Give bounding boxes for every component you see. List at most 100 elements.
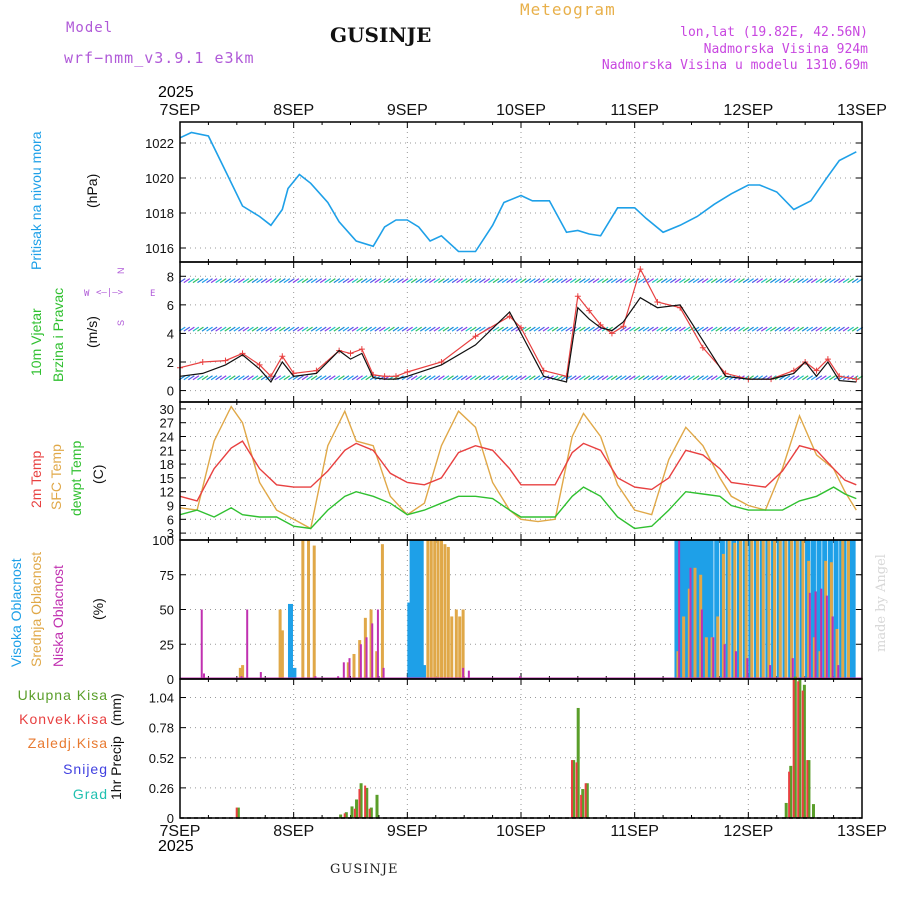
mid-cloud-bar [443,544,447,679]
wind-direction-barb [465,375,473,381]
wind-direction-barb [683,278,691,284]
y-tick-label: 6 [167,512,174,527]
wind-direction-barb [369,278,377,284]
wind-direction-barb [251,278,259,284]
wind-direction-barb [606,278,613,284]
mid-cloud-bar [676,651,680,679]
wind-direction-barb [433,375,441,381]
wind-direction-barb [815,375,823,381]
wind-direction-barb [529,278,536,284]
x-tick-label-top: 9SEP [387,102,428,119]
wind-direction-barb [729,326,736,332]
wind-direction-barb [206,278,213,284]
conv-precip-bar [368,808,371,818]
total-precip-bar [355,799,359,818]
wind-direction-barb [747,278,754,284]
wind-direction-barb [406,326,413,332]
wind-direction-barb [260,278,268,284]
mid-cloud-bar [238,667,242,679]
wind-direction-barb [838,278,845,284]
wind-direction-barb [283,375,291,381]
wind-direction-barb [674,375,682,381]
wind-direction-barb [847,326,854,332]
high-cloud-bar [816,540,822,679]
wind-direction-barb [710,326,718,332]
wind-direction-barb [688,375,695,381]
y-tick-label: 0 [167,811,174,826]
wind-direction-barb [429,278,436,284]
wind-direction-barb [306,375,313,381]
wind-direction-barb [656,278,664,284]
low-cloud-bar [734,651,737,679]
wind-direction-barb [847,278,854,284]
conv-precip-bar [343,813,346,818]
wind-direction-barb [347,375,354,381]
wind-gust-marker [608,330,615,337]
wind-direction-barb [429,375,436,381]
wind-direction-barb [538,278,545,284]
wind-direction-barb [651,375,659,381]
y-tick-label: 4 [167,326,174,341]
wind-direction-barb [751,278,759,284]
wind-direction-barb [601,375,609,381]
wind-direction-barb [824,326,832,332]
low-cloud-bar [246,609,249,679]
y-tick-label: 30 [160,402,174,417]
wind-gust-marker [438,359,445,365]
wind-direction-barb [215,326,222,332]
wind-direction-barb [747,326,754,332]
wind-direction-barb [706,375,714,381]
mid-cloud-bar [812,637,816,679]
wind-direction-barb [633,375,641,381]
mid-cloud-bar [716,616,720,679]
wind-direction-barb [356,278,363,284]
conv-precip-bar [571,760,574,818]
mid-cloud-bar [363,617,367,679]
wind-direction-barb [397,326,404,332]
wind-direction-barb [706,326,714,332]
mid-cloud-bar [454,609,458,679]
y-tick-label: 6 [167,298,174,313]
high-cloud-bar [677,540,683,679]
year-top: 2025 [158,84,194,101]
wind-direction-barb [656,375,664,381]
wind-gust-marker [199,359,206,365]
mid-cloud-bar [767,540,771,679]
wind-direction-barb [669,326,677,332]
mid-cloud-bar [301,540,305,679]
mid-cloud-bar [346,662,350,679]
legend-snow: Snijeg [63,761,108,777]
wind-direction-barb [583,326,591,332]
wind-direction-barb [783,375,791,381]
y-tick-label: 21 [160,443,174,458]
wind-direction-barb [829,326,836,332]
dewpt-temp-line [179,486,857,530]
sfc-temp-line [179,405,857,530]
wind-gust-marker [392,373,399,380]
wind-direction-barb [824,278,832,284]
x-tick-label-top: 13SEP [837,102,887,119]
x-tick-label-bottom: 10SEP [496,823,546,840]
mid-cloud-bar [461,609,465,679]
mid-cloud-bar [778,540,782,679]
wind-direction-barb [283,278,291,284]
mid-cloud-bar [784,540,788,679]
y-tick-label: 1018 [145,206,174,221]
compass-arrows-icon: <—|—> [96,288,124,298]
wind-direction-barb [197,278,204,284]
wind-direction-barb [238,278,245,284]
wind-direction-barb [697,375,704,381]
y-tick-label: 0.78 [149,721,174,736]
mid-cloud-bar [807,560,811,679]
high-cloud-bar [694,540,700,679]
model-elevation: Nadmorska Visina u modelu 1310.69m [601,58,868,73]
wind-direction-barb [297,278,304,284]
conv-precip-bar [788,771,791,818]
wind-direction-barb [669,375,677,381]
wind-direction-barb [597,375,604,381]
wind-direction-barb [283,326,291,332]
wind-direction-barb [410,375,418,381]
wind-speed-line [179,296,857,384]
wind-direction-barb [278,278,286,284]
wind-direction-barb [192,278,200,284]
